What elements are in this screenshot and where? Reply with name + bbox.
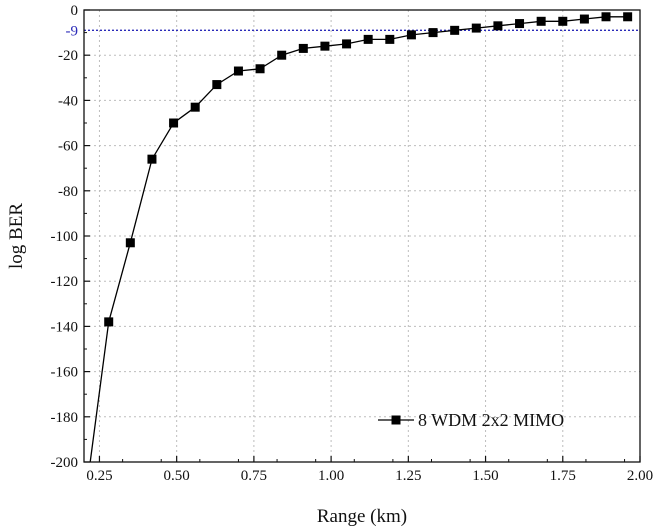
data-point-marker: [536, 16, 546, 26]
x-axis-title: Range (km): [317, 506, 407, 527]
y-tick-label: -80: [58, 184, 78, 200]
data-point-marker: [104, 317, 114, 327]
series-line-8-wdm-2x2-mimo: [89, 16, 628, 463]
data-point-marker: [363, 34, 373, 44]
x-tick-label: 0.50: [164, 468, 190, 484]
data-point-marker: [233, 66, 243, 76]
data-point-marker: [406, 30, 416, 40]
data-point-marker: [601, 12, 611, 22]
y-tick-label: 0: [71, 3, 79, 19]
y-tick-label: -160: [51, 365, 79, 381]
x-tick-label: 1.50: [472, 468, 498, 484]
data-point-marker: [471, 23, 481, 33]
x-tick-label: 1.25: [395, 468, 421, 484]
data-point-marker: [277, 50, 287, 60]
data-point-marker: [385, 34, 395, 44]
data-point-marker: [255, 64, 265, 74]
data-point-marker: [579, 14, 589, 24]
data-point-marker: [623, 12, 633, 22]
data-point-marker: [190, 102, 200, 112]
data-point-marker: [558, 16, 568, 26]
legend-label: 8 WDM 2x2 MIMO: [418, 410, 564, 430]
y-tick-label: -20: [58, 48, 78, 64]
data-point-marker: [493, 21, 503, 31]
y-axis-ticks: 0 -20 -40 -60 -80 -100 -120 -140 -160 -180 -200: [51, 3, 90, 471]
x-tick-label: 1.00: [318, 468, 344, 484]
data-point-marker: [342, 39, 352, 49]
y-tick-label: -100: [51, 229, 79, 245]
plot-area-frame: [83, 9, 641, 463]
data-point-marker: [450, 25, 460, 35]
series-markers: [104, 12, 633, 327]
data-point-marker: [125, 238, 135, 248]
y-axis-title: log BER: [6, 203, 27, 269]
data-point-marker: [169, 118, 179, 128]
grid-lines: [84, 9, 641, 463]
data-point-marker: [515, 19, 525, 29]
x-tick-label: 1.75: [550, 468, 576, 484]
x-tick-label: 0.25: [86, 468, 112, 484]
threshold-label: -9: [66, 23, 79, 39]
x-axis-ticks: 0.25 0.50 0.75 1.00 1.25 1.50 1.75 2.00: [86, 456, 653, 484]
x-tick-label: 2.00: [627, 468, 653, 484]
y-tick-label: -140: [51, 319, 79, 335]
data-point-marker: [320, 41, 330, 51]
y-tick-label: -200: [51, 455, 79, 471]
legend-marker-swatch: [391, 415, 401, 425]
y-tick-label: -40: [58, 93, 78, 109]
y-tick-label: -120: [51, 274, 79, 290]
legend: 8 WDM 2x2 MIMO: [378, 410, 564, 430]
y-tick-label: -180: [51, 410, 79, 426]
data-point-marker: [147, 154, 157, 164]
data-point-marker: [428, 28, 438, 38]
data-point-marker: [212, 80, 222, 90]
data-point-marker: [298, 43, 308, 53]
y-tick-label: -60: [58, 139, 78, 155]
x-tick-label: 0.75: [241, 468, 267, 484]
